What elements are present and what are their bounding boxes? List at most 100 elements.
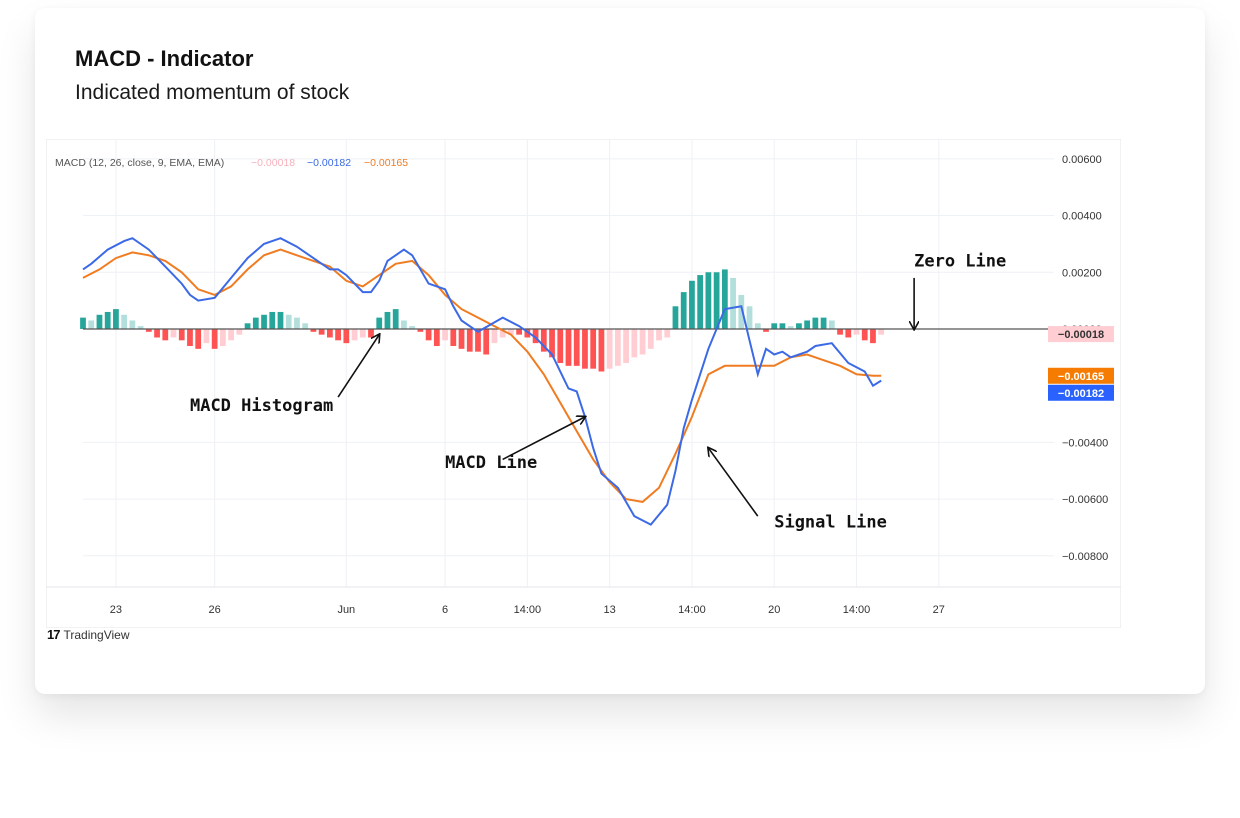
histogram-bar xyxy=(713,272,720,329)
histogram-bar xyxy=(433,328,440,346)
tradingview-name: TradingView xyxy=(63,627,130,642)
macd-chart: 0.006000.004000.002000.00000−0.00400−0.0… xyxy=(46,139,1121,628)
x-tick-label-5: 13 xyxy=(604,604,616,616)
annotation-arrow-macd-line xyxy=(502,417,585,461)
histogram-bar xyxy=(137,326,144,329)
x-axis: 23 26 Jun 6 14:00 13 14:00 20 14:00 27 xyxy=(110,604,945,616)
histogram-bar xyxy=(129,320,136,329)
histogram-bar xyxy=(425,328,432,341)
histogram-bar xyxy=(853,328,860,335)
annotation-label-macd-histogram: MACD Histogram xyxy=(190,396,333,416)
badge-macd xyxy=(1048,384,1114,401)
y-tick-label-1: 0.00400 xyxy=(1062,211,1102,223)
histogram-bar xyxy=(763,328,769,332)
legend-value-signal: −0.00165 xyxy=(364,157,408,169)
x-tick-label-4: 14:00 xyxy=(514,604,542,616)
histogram-bar xyxy=(689,280,695,329)
histogram-bar xyxy=(261,314,267,329)
histogram-bar xyxy=(631,328,638,358)
histogram-bar xyxy=(318,328,325,335)
histogram-bar xyxy=(861,328,868,341)
histogram-bar xyxy=(680,292,687,329)
histogram-bar xyxy=(294,317,300,329)
histogram-bar xyxy=(252,317,259,329)
histogram-bar xyxy=(590,328,597,369)
histogram-bar xyxy=(828,320,835,329)
badge-hist-label: −0.00018 xyxy=(1058,329,1104,341)
histogram-bar xyxy=(705,272,712,329)
histogram-bar xyxy=(508,328,514,335)
histogram-bar xyxy=(244,323,251,329)
histogram-bar xyxy=(466,328,473,352)
histogram-bar xyxy=(804,320,811,329)
histogram-bar xyxy=(837,328,843,335)
histogram-bar xyxy=(310,328,317,332)
histogram-bar xyxy=(450,328,457,346)
histogram-bar xyxy=(532,328,539,344)
histogram-bar xyxy=(516,328,523,335)
histogram-bar xyxy=(285,314,292,329)
histogram-bar xyxy=(162,328,169,341)
histogram-bar xyxy=(417,328,424,332)
histogram-bar xyxy=(647,328,654,349)
histogram-bar xyxy=(771,323,778,329)
histogram-bar xyxy=(598,328,605,372)
histogram-bar xyxy=(359,328,366,338)
histogram-bar xyxy=(236,328,243,335)
histogram-bar xyxy=(573,328,580,366)
histogram-bar xyxy=(343,328,350,344)
histogram-bar xyxy=(499,328,506,338)
histogram-bar xyxy=(458,328,465,349)
x-tick-label-1: 26 xyxy=(209,604,221,616)
histogram-bar xyxy=(754,323,761,329)
histogram-bar xyxy=(442,328,448,341)
histogram-bar xyxy=(154,328,160,338)
histogram-bar xyxy=(623,328,629,363)
histogram-bar xyxy=(565,328,572,366)
histogram-bar xyxy=(220,328,226,346)
annotation-label-signal-line: Signal Line xyxy=(774,512,887,532)
macd-line xyxy=(82,237,882,526)
histogram-bar xyxy=(170,328,177,338)
x-tick-label-2: Jun xyxy=(337,604,355,616)
histogram-bar xyxy=(96,314,103,329)
histogram-bar xyxy=(104,311,111,329)
y-tick-label-5: −0.00600 xyxy=(1062,494,1108,506)
y-tick-label-6: −0.00800 xyxy=(1062,551,1108,563)
histogram-bar xyxy=(549,328,555,358)
badge-signal xyxy=(1048,367,1114,384)
histogram-bar xyxy=(178,328,185,341)
histogram-bar xyxy=(409,326,416,329)
histogram-bar xyxy=(376,317,383,329)
y-axis: 0.006000.004000.002000.00000−0.00400−0.0… xyxy=(1062,154,1108,563)
y-tick-label-4: −0.00400 xyxy=(1062,437,1108,449)
histogram-bar xyxy=(401,320,407,329)
price-badges: −0.00018 −0.00165 −0.00182 xyxy=(1048,326,1114,401)
legend-title: MACD (12, 26, close, 9, EMA, EMA) xyxy=(55,157,224,169)
histogram-bar xyxy=(475,328,481,352)
histogram-bar xyxy=(664,328,671,338)
badge-macd-label: −0.00182 xyxy=(1058,388,1104,400)
card-title: MACD - Indicator xyxy=(75,46,254,71)
histogram-bar xyxy=(796,323,802,329)
histogram-bar xyxy=(351,328,358,341)
annotations: Zero Line MACD Histogram MACD Line Signal L… xyxy=(190,252,1006,533)
histogram-bar xyxy=(721,269,728,329)
histogram-bar xyxy=(746,306,753,329)
histogram-bar xyxy=(820,317,827,329)
x-tick-label-7: 20 xyxy=(768,604,780,616)
histogram-bar xyxy=(779,323,786,329)
annotation-label-zero-line: Zero Line xyxy=(914,252,1006,272)
histogram-bar xyxy=(483,328,490,355)
legend-value-histogram: −0.00018 xyxy=(251,157,295,169)
tradingview-logo: 17 TradingView xyxy=(47,627,130,642)
histogram-bar xyxy=(491,328,498,344)
legend: MACD (12, 26, close, 9, EMA, EMA) −0.000… xyxy=(55,157,408,169)
badge-hist xyxy=(1048,326,1114,343)
histogram-bar xyxy=(277,311,284,329)
histogram-bar xyxy=(672,306,679,329)
histogram-bar xyxy=(614,328,621,366)
x-tick-label-3: 6 xyxy=(442,604,448,616)
histogram-bar xyxy=(812,317,819,329)
histogram-bar xyxy=(368,328,374,338)
